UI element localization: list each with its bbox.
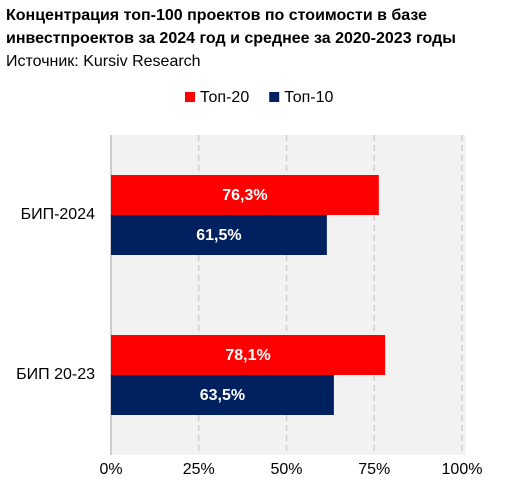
- legend-label: Топ-10: [284, 89, 333, 106]
- bar: [111, 335, 386, 375]
- y-tick-label: БИП-2024: [21, 206, 96, 223]
- value-label: 61,5%: [196, 227, 241, 244]
- x-tick-label: 75%: [358, 461, 390, 478]
- legend-swatch: [269, 92, 280, 102]
- legend-label: Топ-20: [200, 89, 249, 106]
- bar: [111, 375, 334, 415]
- x-tick-label: 0%: [99, 461, 122, 478]
- x-tick-label: 100%: [442, 461, 483, 478]
- x-tick-label: 50%: [270, 461, 302, 478]
- value-label: 78,1%: [225, 347, 270, 364]
- value-label: 76,3%: [222, 187, 267, 204]
- chart-title: Концентрация топ-100 проектов по стоимос…: [6, 7, 456, 47]
- value-label: 63,5%: [200, 387, 245, 404]
- y-tick-label: БИП 20-23: [16, 366, 95, 383]
- bar: [111, 215, 327, 255]
- bar: [111, 175, 379, 215]
- x-tick-label: 25%: [183, 461, 215, 478]
- legend-swatch: [185, 92, 195, 102]
- chart-subtitle: Источник: Kursiv Research: [6, 53, 201, 70]
